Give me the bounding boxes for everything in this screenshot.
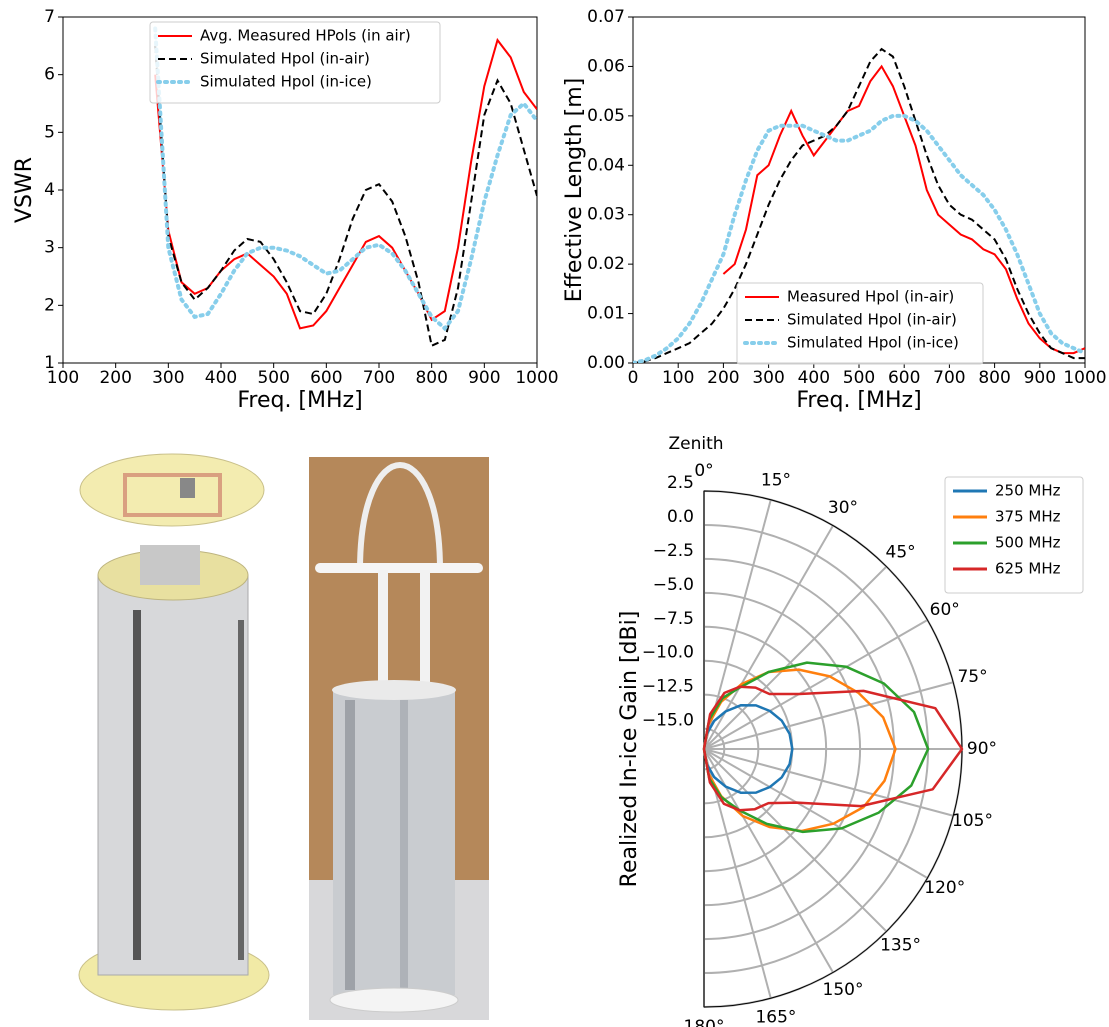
series-line — [702, 704, 794, 794]
theta-tick-label: 0° — [694, 461, 713, 481]
theta-tick-label: 120° — [924, 878, 965, 898]
y-tick-label: 6 — [44, 65, 55, 85]
x-tick-label: 800 — [415, 368, 447, 388]
legend-label: Avg. Measured HPols (in air) — [200, 27, 411, 45]
grid-spoke — [703, 619, 928, 750]
theta-tick-label: 165° — [755, 1008, 796, 1027]
legend-label: 625 MHz — [995, 560, 1061, 578]
series-line — [633, 47, 1085, 363]
r-tick-label: −5.0 — [653, 575, 694, 595]
y-tick-label: 3 — [44, 238, 55, 258]
y-tick-label: 1 — [44, 353, 55, 373]
polar-frame — [703, 490, 963, 1008]
y-tick-label: 0.07 — [587, 7, 625, 27]
y-tick-label: 0.05 — [587, 106, 625, 126]
theta-tick-label: 180° — [684, 1017, 725, 1027]
theta-tick-label: 60° — [930, 600, 960, 620]
x-axis-label: Freq. [MHz] — [237, 388, 362, 413]
x-tick-label: 900 — [468, 368, 500, 388]
legend-label: Simulated Hpol (in-ice) — [200, 73, 372, 91]
theta-tick-label: 15° — [761, 470, 791, 490]
x-tick-label: 600 — [888, 368, 920, 388]
x-tick-label: 500 — [843, 368, 875, 388]
x-tick-label: 400 — [798, 368, 830, 388]
theta-tick-label: 90° — [967, 739, 997, 759]
r-tick-label: −10.0 — [642, 643, 694, 663]
y-tick-label: 4 — [44, 180, 55, 200]
x-tick-label: 500 — [257, 368, 289, 388]
render-photo — [78, 453, 270, 1011]
theta-tick-label: 45° — [886, 542, 916, 562]
y-axis-label: VSWR — [12, 157, 37, 223]
legend-box — [736, 282, 984, 365]
grid-spoke — [703, 681, 954, 750]
theta-tick-label: 75° — [957, 667, 987, 687]
x-tick-label: 800 — [978, 368, 1010, 388]
y-tick-label: 0.01 — [587, 304, 625, 324]
grid-spoke — [703, 565, 888, 750]
y-tick-label: 2 — [44, 295, 55, 315]
legend-label: Measured Hpol (in-air) — [787, 288, 954, 306]
legend-label: Simulated Hpol (in-air) — [787, 311, 957, 329]
x-tick-label: 400 — [205, 368, 237, 388]
y-tick-label: 0.03 — [587, 205, 625, 225]
grid-spoke — [703, 748, 888, 933]
y-tick-label: 5 — [44, 122, 55, 142]
series-line — [154, 37, 537, 330]
legend-box — [944, 476, 1084, 594]
legend-label: 250 MHz — [995, 482, 1061, 500]
grid-spoke — [703, 748, 928, 879]
r-tick-label: −12.5 — [642, 677, 694, 697]
annotation: Zenith — [668, 434, 723, 454]
series-line — [153, 26, 537, 332]
series-line — [154, 45, 537, 348]
legend-label: Simulated Hpol (in-air) — [200, 50, 370, 68]
legend-box — [149, 21, 441, 104]
r-tick-label: −7.5 — [653, 609, 694, 629]
x-tick-label: 200 — [707, 368, 739, 388]
x-tick-label: 900 — [1024, 368, 1056, 388]
theta-tick-label: 105° — [952, 811, 993, 831]
legend-label: 375 MHz — [995, 508, 1061, 526]
y-axis-label: Realized In-ice Gain [dBi] — [617, 611, 642, 888]
x-tick-label: 300 — [152, 368, 184, 388]
series-line — [702, 668, 897, 833]
legend-label: Simulated Hpol (in-ice) — [787, 334, 959, 352]
series-line — [702, 685, 964, 812]
x-tick-label: 700 — [363, 368, 395, 388]
x-tick-label: 1000 — [1063, 368, 1106, 388]
y-tick-label: 0.04 — [587, 155, 625, 175]
x-tick-label: 200 — [99, 368, 131, 388]
r-tick-label: −2.5 — [653, 541, 694, 561]
r-tick-label: 0.0 — [667, 507, 694, 527]
antenna-photo — [309, 457, 489, 1020]
y-tick-label: 0.02 — [587, 254, 625, 274]
x-tick-label: 700 — [933, 368, 965, 388]
theta-tick-label: 135° — [880, 936, 921, 956]
y-tick-label: 7 — [44, 7, 55, 27]
legend-label: 500 MHz — [995, 534, 1061, 552]
x-tick-label: 0 — [628, 368, 639, 388]
x-tick-label: 600 — [310, 368, 342, 388]
theta-tick-label: 150° — [823, 980, 864, 1000]
y-tick-label: 0.00 — [587, 353, 625, 373]
x-tick-label: 100 — [47, 368, 79, 388]
theta-tick-label: 30° — [828, 498, 858, 518]
r-tick-label: 2.5 — [667, 473, 694, 493]
x-tick-label: 300 — [752, 368, 784, 388]
series-line — [633, 113, 1085, 363]
y-tick-label: 0.06 — [587, 56, 625, 76]
y-axis-label: Effective Length [m] — [562, 78, 587, 302]
x-tick-label: 100 — [662, 368, 694, 388]
x-tick-label: 1000 — [515, 368, 558, 388]
grid-spoke — [703, 748, 954, 817]
r-tick-label: −15.0 — [642, 711, 694, 731]
x-axis-label: Freq. [MHz] — [796, 388, 921, 413]
